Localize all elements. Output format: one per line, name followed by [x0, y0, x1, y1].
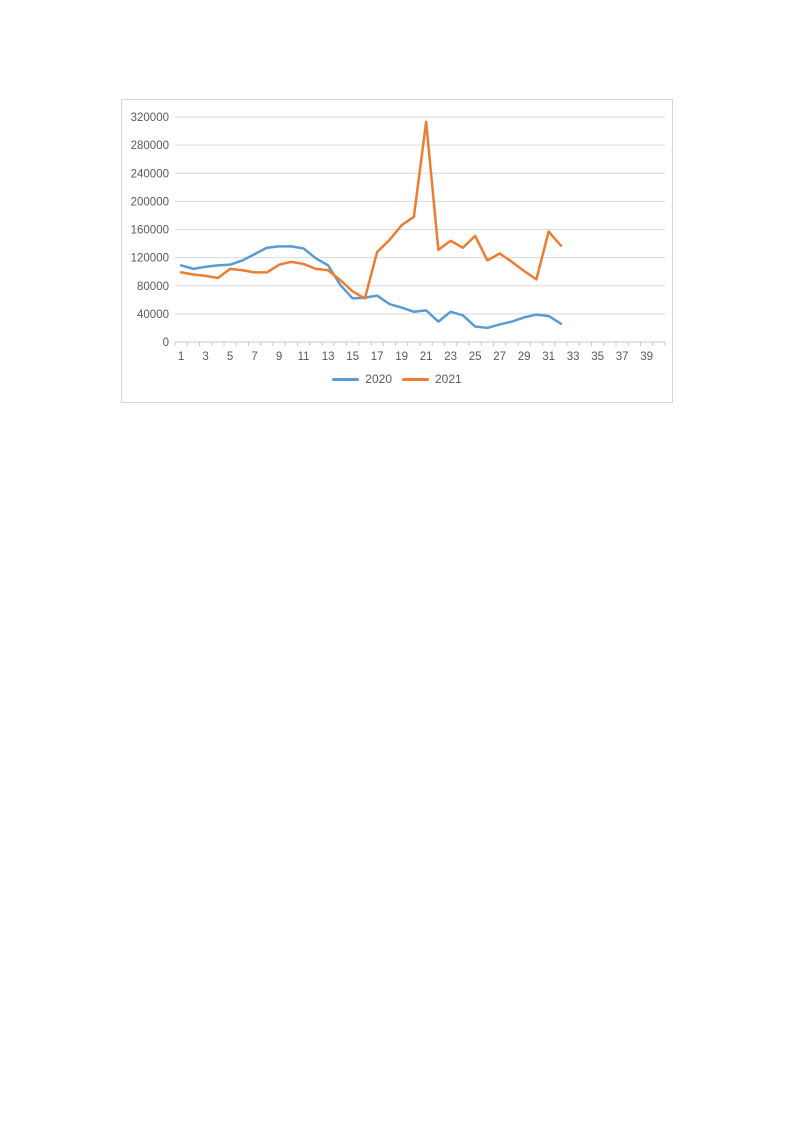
- y-tick-label: 40000: [137, 309, 169, 321]
- legend-line-sample-2020: [332, 377, 360, 381]
- line-chart: 0 40000 80000 120000 160000 200000 240000 28000…: [131, 112, 666, 363]
- x-tick-label: 29: [518, 351, 531, 363]
- x-tick-label: 37: [616, 351, 629, 363]
- x-tick-label: 15: [346, 351, 359, 363]
- y-tick-label: 200000: [131, 196, 169, 208]
- legend-item-2020: 2020: [332, 373, 392, 385]
- y-tick-label: 280000: [131, 140, 169, 152]
- y-tick-label: 80000: [137, 281, 169, 293]
- x-tick-label: 23: [444, 351, 457, 363]
- y-tick-label: 240000: [131, 168, 169, 180]
- y-tick-label: 160000: [131, 225, 169, 237]
- x-tick-label: 31: [542, 351, 555, 363]
- chart-area: 0 40000 80000 120000 160000 200000 240000 28000…: [121, 99, 673, 403]
- x-tick-label: 27: [493, 351, 506, 363]
- series-line-2021: [179, 120, 563, 300]
- x-tick-label: 1: [178, 351, 184, 363]
- x-tick-label: 35: [591, 351, 604, 363]
- y-tick-label: 120000: [131, 253, 169, 265]
- chart-legend: 2020 2021: [122, 371, 672, 387]
- x-tick-label: 21: [420, 351, 433, 363]
- legend-label-2021: 2021: [435, 372, 462, 386]
- x-tick-label: 39: [640, 351, 653, 363]
- legend-line-sample-2021: [402, 377, 429, 381]
- x-tick-label: 3: [202, 351, 208, 363]
- x-tick-label: 25: [469, 351, 482, 363]
- x-tick-label: 9: [276, 351, 282, 363]
- legend-label-2020: 2020: [365, 372, 392, 386]
- y-tick-label: 320000: [131, 112, 169, 124]
- legend-item-2021: 2021: [402, 373, 462, 385]
- x-tick-label: 11: [298, 351, 310, 363]
- x-tick-label: 19: [395, 351, 408, 363]
- x-tick-label: 5: [227, 351, 233, 363]
- series-line-2020: [179, 245, 563, 330]
- y-tick-label: 0: [163, 337, 169, 349]
- x-tick-label: 7: [251, 351, 257, 363]
- x-tick-label: 13: [322, 351, 335, 363]
- x-tick-label: 17: [371, 351, 384, 363]
- x-tick-label: 33: [567, 351, 580, 363]
